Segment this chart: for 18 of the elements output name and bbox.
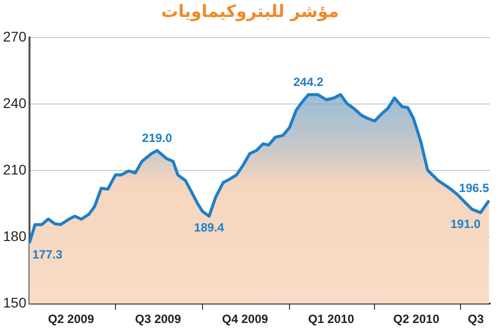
y-tick-label: 210: [3, 161, 27, 178]
annotation: 191.0: [450, 216, 481, 231]
y-tick-label: 150: [3, 294, 27, 310]
annotation: 244.2: [293, 74, 324, 89]
annotation: 177.3: [32, 247, 63, 262]
x-tick-label: Q2 2010: [393, 312, 440, 326]
x-tick-label: Q4 2009: [222, 312, 268, 326]
chart-title: مؤشر للبتروكيماويات: [160, 2, 340, 22]
annotation: 196.5: [459, 180, 490, 195]
x-tick-label: Q2 2009: [48, 312, 94, 326]
x-tick-label: Q3 2009: [134, 312, 182, 326]
y-tick-label: 180: [3, 228, 27, 244]
x-tick-label: Q3: [468, 312, 484, 326]
x-tick-label: Q1 2010: [308, 312, 354, 326]
y-tick-label: 270: [3, 28, 27, 44]
y-tick-label: 240: [3, 94, 27, 111]
annotation: 219.0: [142, 130, 172, 145]
annotation: 189.4: [194, 220, 224, 235]
